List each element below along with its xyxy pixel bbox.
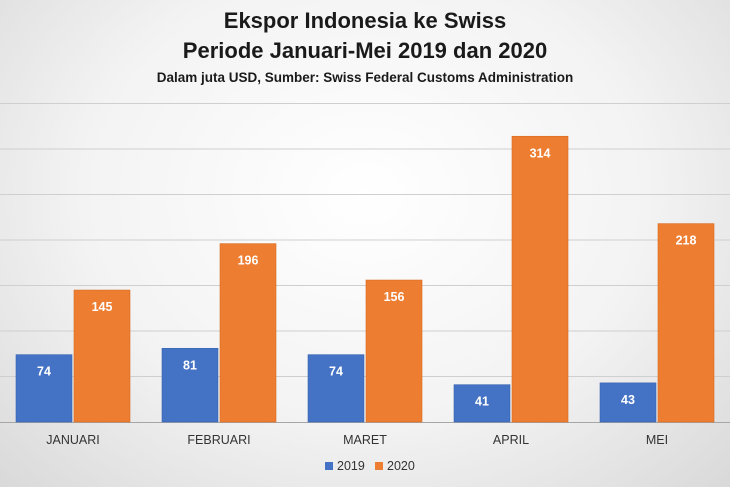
chart-subtitle: Periode Januari-Mei 2019 dan 2020: [182, 38, 548, 63]
gridlines: [0, 103, 730, 423]
data-label-2020-februari: 196: [238, 254, 259, 268]
bars: [15, 135, 715, 423]
x-tick-label: MARET: [343, 433, 387, 447]
bar-2020-januari: [73, 289, 131, 423]
legend-swatch-2019: [325, 462, 333, 470]
bar-2019-februari: [161, 347, 219, 423]
legend: 2019 2020: [325, 459, 415, 473]
bar-2020-mei: [657, 223, 715, 423]
x-tick-label: MEI: [646, 433, 668, 447]
legend-swatch-2020: [375, 462, 383, 470]
x-tick-label: JANUARI: [46, 433, 99, 447]
x-tick-label: FEBRUARI: [187, 433, 250, 447]
bar-2020-april: [511, 135, 569, 423]
bar-2020-februari: [219, 243, 277, 423]
data-labels: 74 145 81 196 74 156 41 314 43 218: [37, 146, 696, 408]
data-label-2020-januari: 145: [92, 300, 113, 314]
data-label-2019-april: 41: [475, 395, 489, 409]
data-label-2019-februari: 81: [183, 358, 197, 372]
data-label-2019-mei: 43: [621, 393, 635, 407]
x-tick-label: APRIL: [493, 433, 529, 447]
bar-2019-januari: [15, 354, 73, 423]
data-label-2019-maret: 74: [329, 365, 343, 379]
data-label-2020-april: 314: [530, 146, 551, 160]
bar-2019-maret: [307, 354, 365, 423]
chart-source-note: Dalam juta USD, Sumber: Swiss Federal Cu…: [156, 70, 574, 85]
legend-label-2019: 2019: [337, 459, 365, 473]
x-axis-labels: JANUARI FEBRUARI MARET APRIL MEI: [46, 433, 668, 447]
chart-title: Ekspor Indonesia ke Swiss: [223, 8, 507, 33]
bar-2019-mei: [599, 382, 657, 423]
data-label-2020-mei: 218: [676, 234, 697, 248]
data-label-2019-januari: 74: [37, 365, 51, 379]
bar-2019-april: [453, 384, 511, 423]
bar-2020-maret: [365, 279, 423, 423]
legend-label-2020: 2020: [387, 459, 415, 473]
data-label-2020-maret: 156: [384, 290, 405, 304]
